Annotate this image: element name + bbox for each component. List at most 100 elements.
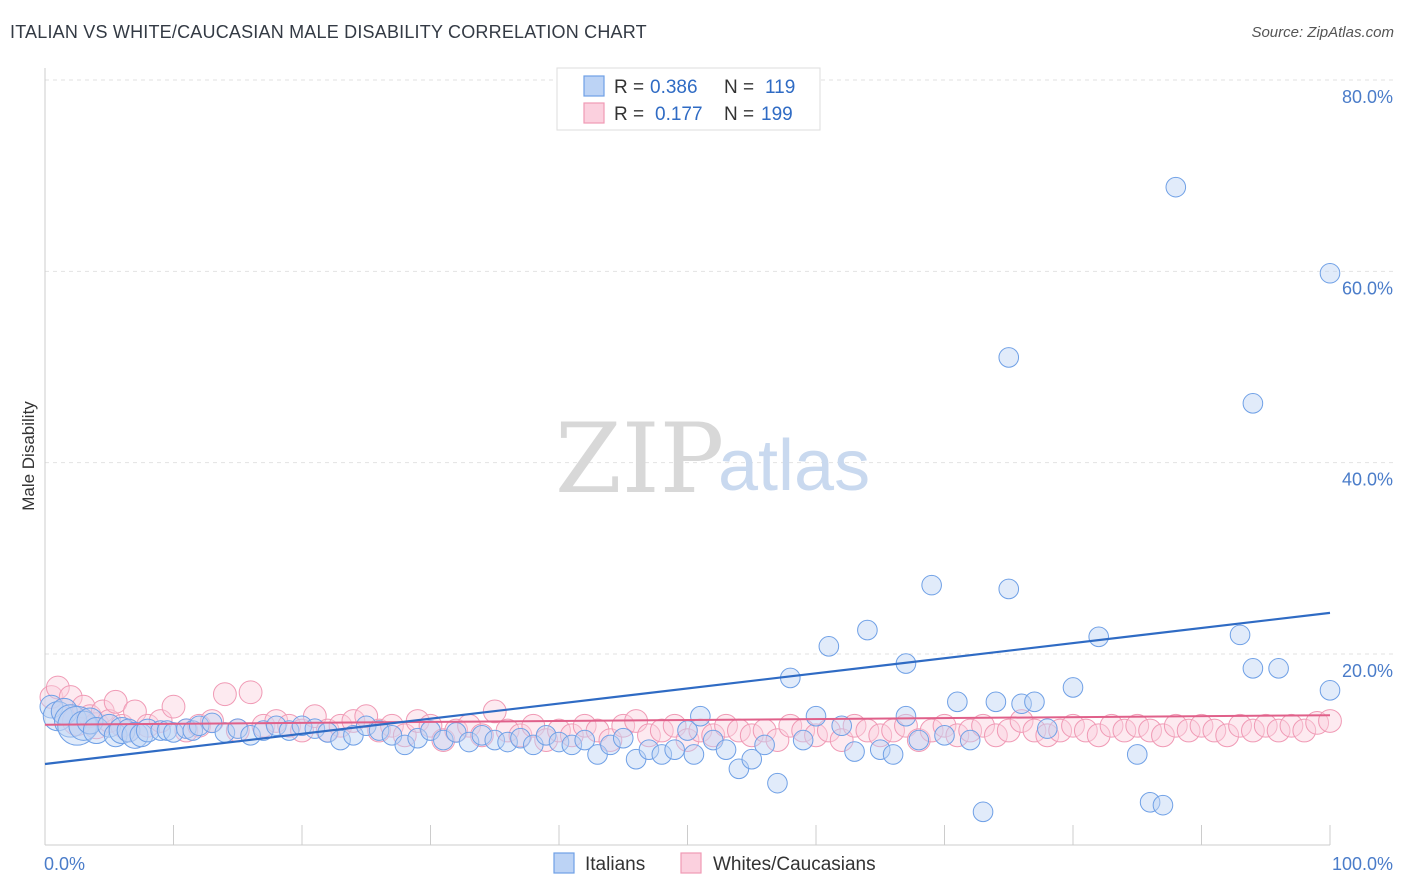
whites-point — [1176, 718, 1201, 743]
italians-point — [985, 691, 1007, 713]
italians-point — [690, 705, 711, 727]
legend-italians-n-label: N = — [724, 77, 754, 98]
whites-point — [1266, 718, 1291, 743]
italians-point — [1037, 718, 1058, 739]
whites-point — [1228, 713, 1252, 738]
italians-points — [39, 176, 1341, 823]
italians-point — [188, 715, 210, 737]
italians-point — [1088, 626, 1109, 648]
whites-point — [1112, 718, 1137, 743]
watermark-atlas: atlas — [718, 426, 870, 506]
series-legend: Italians Whites/Caucasians — [553, 852, 876, 875]
italians-point — [1165, 176, 1187, 198]
italians-point — [792, 729, 814, 751]
italians-point — [458, 731, 480, 753]
whites-point — [277, 713, 302, 738]
italians-point — [818, 636, 840, 657]
italians-point — [754, 734, 775, 756]
whites-point — [547, 718, 571, 743]
legend-italians-n-value: 119 — [765, 77, 795, 98]
legend-italians-r-label: R = — [614, 77, 644, 98]
whites-point — [701, 723, 726, 748]
whites-point — [945, 723, 970, 748]
y-axis-title: Male Disability — [19, 401, 38, 511]
x-axis-ticks — [44, 825, 1331, 845]
whites-point — [45, 675, 70, 700]
italians-point — [998, 578, 1020, 600]
legend-whites-n-value: 199 — [761, 104, 793, 125]
italians-point — [1011, 693, 1032, 715]
italians-point — [150, 720, 171, 741]
y-tick-label-60: 60.0% — [1342, 278, 1393, 298]
whites-point — [868, 723, 893, 748]
italians-point — [895, 705, 917, 727]
italians-point — [844, 741, 865, 762]
x-tick-label-min: 0.0% — [44, 854, 85, 874]
italians-point — [1152, 794, 1174, 816]
whites-point — [1305, 710, 1330, 735]
italians-point — [1319, 262, 1341, 284]
whites-point — [1009, 709, 1034, 733]
italians-point — [959, 729, 981, 751]
italians-point — [612, 727, 634, 749]
italians-point — [484, 729, 506, 751]
x-tick-label-max: 100.0% — [1332, 854, 1393, 874]
italians-point — [561, 734, 583, 756]
italians-point — [683, 744, 705, 765]
correlation-legend: R = 0.386 N = 119 R = 0.177 N = 199 — [556, 67, 821, 131]
whites-point — [1086, 723, 1111, 748]
bottom-legend-whites-label: Whites/Caucasians — [713, 854, 876, 875]
italians-point — [1139, 791, 1161, 813]
italians-point — [921, 574, 942, 596]
whites-point — [470, 723, 494, 748]
italians-point — [535, 725, 557, 746]
whites-point — [1215, 723, 1240, 748]
italians-point — [664, 739, 685, 760]
whites-point — [637, 723, 661, 748]
italians-point — [1268, 658, 1289, 679]
italians-point — [574, 729, 596, 751]
italians-point — [600, 734, 621, 756]
italians-point — [882, 744, 904, 765]
whites-point — [996, 718, 1021, 743]
whites-point — [161, 694, 186, 719]
italians-point — [1242, 658, 1264, 679]
italians-point — [497, 731, 518, 753]
italians-point — [57, 705, 98, 746]
italians-point — [510, 727, 531, 749]
whites-point — [1073, 718, 1098, 743]
whites-point — [1241, 718, 1265, 743]
italians-point — [253, 720, 274, 741]
italians-point — [741, 748, 763, 770]
italians-trend-line — [44, 611, 1331, 766]
whites-point — [534, 728, 559, 752]
whites-point — [1048, 718, 1073, 743]
italians-point — [266, 715, 287, 737]
bottom-legend-italians-label: Italians — [585, 854, 645, 875]
legend-italians-swatch — [583, 75, 605, 97]
whites-trend-line — [44, 714, 1331, 726]
legend-whites-r-label: R = — [614, 104, 644, 125]
whites-point — [1151, 723, 1175, 748]
italians-point — [291, 715, 313, 737]
italians-point — [934, 725, 955, 746]
italians-point — [433, 729, 454, 751]
italians-point — [947, 691, 968, 713]
italians-point — [857, 619, 878, 641]
legend-italians-r-value: 0.386 — [650, 77, 698, 98]
italians-point — [805, 705, 827, 727]
whites-point — [649, 718, 674, 743]
italians-point — [972, 801, 994, 823]
watermark-zip: ZIP — [555, 403, 724, 515]
whites-point — [1279, 713, 1304, 738]
italians-point — [121, 721, 149, 749]
whites-point — [1202, 718, 1227, 743]
italians-point — [548, 731, 570, 753]
whites-point — [1061, 713, 1085, 738]
whites-point — [1318, 709, 1342, 733]
whites-point — [1125, 713, 1150, 738]
chart-source: Source: ZipAtlas.com — [1251, 24, 1394, 41]
whites-point — [1189, 713, 1214, 738]
italians-point — [831, 715, 853, 737]
